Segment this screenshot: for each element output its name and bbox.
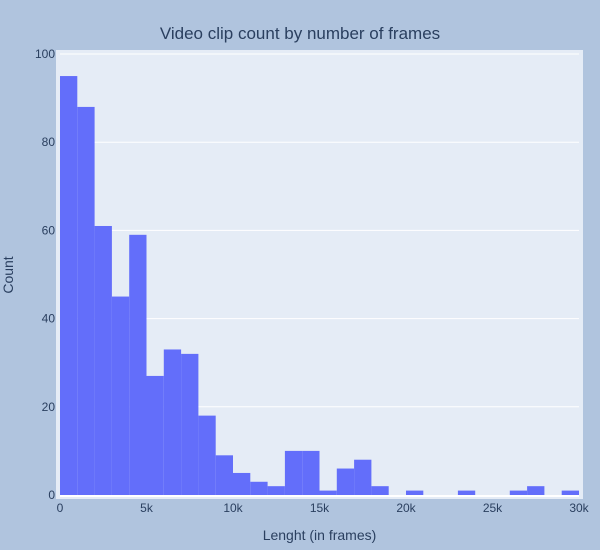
histogram-bar-16 — [336, 468, 355, 495]
y-tick-label-1: 20 — [42, 400, 56, 414]
histogram-bar-23 — [457, 490, 476, 495]
histogram-bar-29 — [561, 490, 579, 495]
histogram-bar-13 — [284, 450, 303, 495]
y-axis-label: Count — [0, 256, 16, 293]
histogram-bar-18 — [371, 486, 389, 495]
x-tick-label-2: 10k — [223, 501, 243, 515]
x-tick-label-0: 0 — [57, 501, 64, 515]
y-tick-label-4: 80 — [42, 135, 56, 149]
histogram-bar-15 — [319, 490, 337, 495]
histogram-bar-6 — [163, 349, 182, 495]
y-tick-label-5: 100 — [35, 47, 55, 61]
x-axis-ticks: 0 5k 10k 15k 20k 25k 30k — [57, 501, 590, 515]
histogram-bar-12 — [267, 486, 285, 495]
histogram-bar-1 — [77, 106, 95, 496]
bars — [60, 76, 579, 496]
histogram-bar-26 — [509, 490, 528, 495]
histogram-bar-20 — [406, 490, 424, 495]
histogram-bar-10 — [233, 472, 251, 495]
histogram-bar-8 — [198, 415, 216, 495]
x-tick-label-1: 5k — [140, 501, 154, 515]
x-tick-label-5: 25k — [483, 501, 503, 515]
histogram-bar-11 — [250, 481, 268, 495]
histogram-bar-3 — [111, 296, 130, 495]
histogram-bar-7 — [181, 353, 199, 495]
y-tick-label-3: 60 — [42, 223, 56, 237]
x-tick-label-6: 30k — [569, 501, 589, 515]
histogram-bar-9 — [215, 455, 233, 495]
x-axis-label: Lenght (in frames) — [263, 527, 377, 543]
histogram-bar-2 — [94, 225, 112, 496]
x-tick-label-3: 15k — [310, 501, 330, 515]
y-tick-label-0: 0 — [48, 488, 55, 502]
histogram-bar-27 — [527, 486, 545, 495]
chart-title: Video clip count by number of frames — [160, 24, 440, 43]
y-tick-label-2: 40 — [42, 312, 56, 326]
histogram-bar-17 — [354, 459, 372, 495]
x-tick-label-4: 20k — [396, 501, 416, 515]
histogram-bar-5 — [146, 375, 164, 495]
histogram-bar-14 — [302, 450, 320, 495]
histogram-bar-4 — [129, 234, 147, 495]
histogram-bar-0 — [60, 76, 78, 496]
y-axis-ticks: 0 20 40 60 80 100 — [35, 47, 55, 502]
